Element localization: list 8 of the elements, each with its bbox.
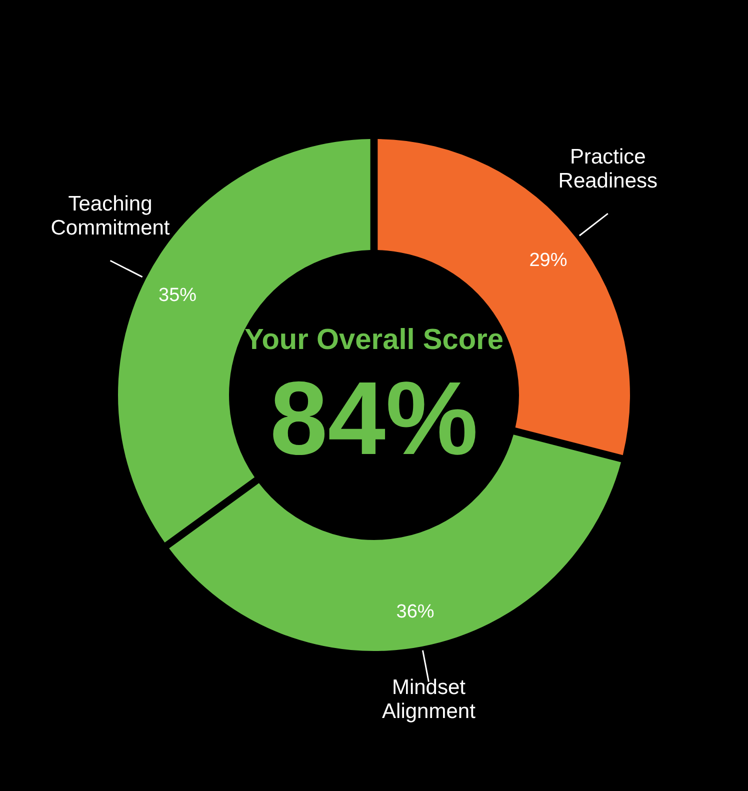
slice-label: Mindset Alignment bbox=[382, 676, 476, 723]
data-label: 36% bbox=[396, 602, 434, 623]
text: Your Overall Score bbox=[244, 324, 504, 356]
data-label: 29% bbox=[529, 250, 568, 271]
slice-label: Teaching Commitment bbox=[50, 192, 170, 240]
slice-label: Practice Readiness bbox=[558, 146, 658, 193]
text: 84% bbox=[270, 361, 478, 477]
data-label: 35% bbox=[158, 284, 197, 306]
